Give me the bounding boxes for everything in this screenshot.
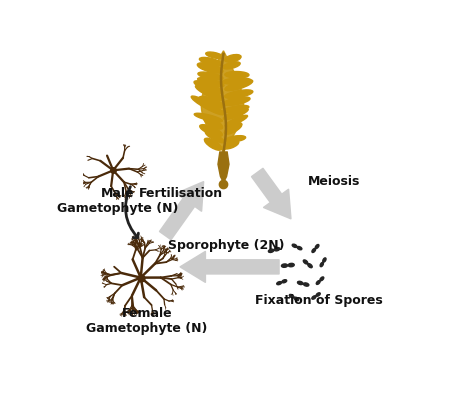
Text: Sporophyte (2N): Sporophyte (2N) [168,239,284,252]
Ellipse shape [224,90,252,98]
Ellipse shape [274,248,279,251]
Ellipse shape [319,262,323,267]
Ellipse shape [316,281,319,285]
Ellipse shape [191,96,224,115]
Ellipse shape [315,293,319,296]
Ellipse shape [276,282,281,285]
Text: Fixation of Spores: Fixation of Spores [254,294,381,307]
Ellipse shape [197,63,223,73]
Ellipse shape [222,105,248,113]
Ellipse shape [289,295,293,298]
Ellipse shape [225,136,245,142]
Ellipse shape [205,131,224,143]
Ellipse shape [224,115,247,127]
Ellipse shape [281,280,286,283]
Ellipse shape [293,297,298,300]
Ellipse shape [223,62,240,69]
Ellipse shape [224,55,241,62]
Ellipse shape [268,249,273,252]
Ellipse shape [311,248,315,252]
Text: Male
Gametophyte (N): Male Gametophyte (N) [57,187,178,215]
Ellipse shape [303,283,308,286]
Ellipse shape [204,138,221,150]
Ellipse shape [197,72,223,80]
Ellipse shape [322,258,325,262]
Ellipse shape [199,125,222,137]
Ellipse shape [297,246,301,250]
Ellipse shape [223,108,248,119]
Ellipse shape [314,244,318,248]
Ellipse shape [319,277,323,281]
FancyArrowPatch shape [159,182,203,240]
Ellipse shape [297,281,302,285]
Ellipse shape [222,78,251,84]
Ellipse shape [281,264,287,267]
Ellipse shape [197,78,224,87]
FancyArrowPatch shape [251,168,290,219]
Ellipse shape [223,140,238,149]
Polygon shape [218,152,229,183]
Ellipse shape [224,80,252,91]
Ellipse shape [194,81,223,94]
Ellipse shape [287,263,294,267]
Ellipse shape [222,97,250,105]
Ellipse shape [224,72,248,78]
Ellipse shape [203,116,222,129]
Ellipse shape [199,96,224,108]
Polygon shape [201,51,243,152]
Text: Meiosis: Meiosis [307,175,359,187]
Ellipse shape [205,52,223,59]
Ellipse shape [194,113,222,122]
Ellipse shape [311,296,315,299]
Text: Fertilisation: Fertilisation [138,187,222,200]
FancyArrowPatch shape [180,252,278,282]
Ellipse shape [307,263,312,268]
Ellipse shape [199,57,222,66]
Ellipse shape [302,260,307,264]
Ellipse shape [224,123,241,134]
Text: Female
Gametophyte (N): Female Gametophyte (N) [86,306,207,334]
Ellipse shape [291,244,296,248]
Ellipse shape [195,86,224,101]
